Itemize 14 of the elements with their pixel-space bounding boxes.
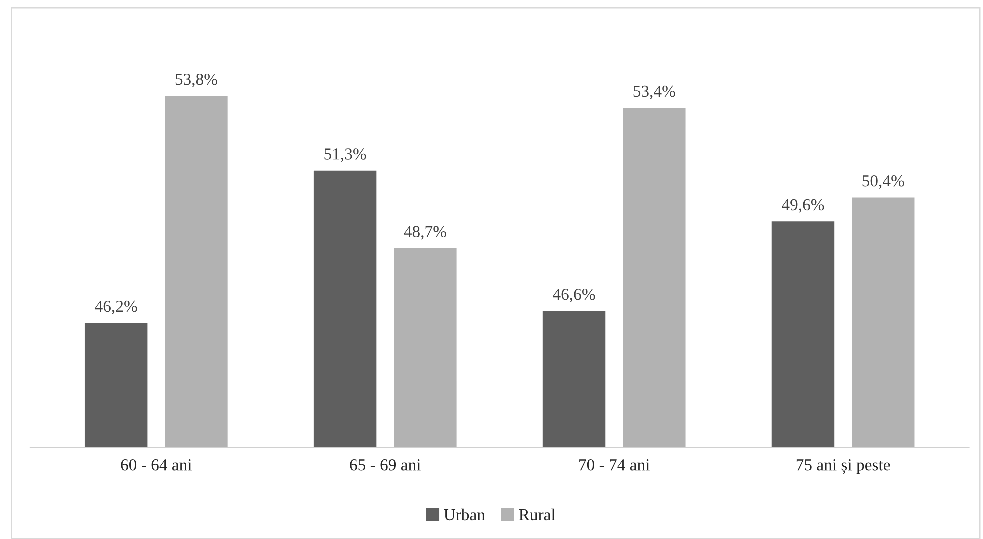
- legend-label: Urban: [444, 508, 486, 521]
- data-label: 48,7%: [404, 226, 446, 240]
- data-label: 53,4%: [634, 86, 676, 100]
- data-label: 53,8%: [176, 74, 218, 88]
- data-label: 49,6%: [782, 199, 824, 214]
- data-label: 46,6%: [553, 288, 596, 303]
- data-label: 50,4%: [862, 175, 904, 190]
- x-tick-label: 65 - 69 ani: [350, 460, 421, 471]
- x-tick-label: 60 - 64 ani: [121, 460, 192, 471]
- x-tick-label: 75 ani și peste: [796, 460, 890, 474]
- legend-label: Rural: [519, 508, 556, 521]
- x-tick-label: 70 - 74 ani: [580, 460, 650, 471]
- data-label: 46,2%: [95, 300, 138, 315]
- data-label: 51,3%: [324, 148, 366, 162]
